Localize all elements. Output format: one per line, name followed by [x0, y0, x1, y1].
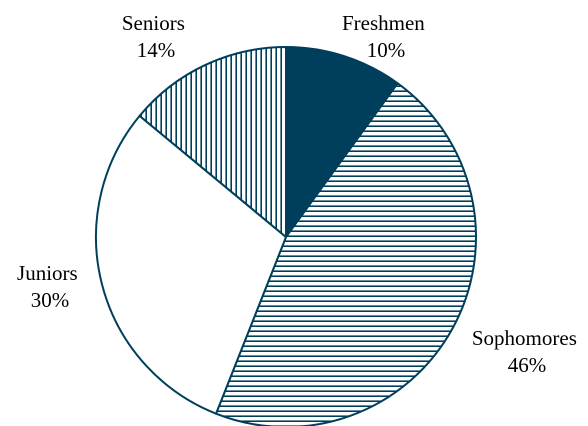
- slice-label-freshmen: Freshmen 10%: [342, 11, 430, 62]
- pie-slices: [95, 46, 477, 426]
- pie-slice-seniors: [138, 46, 287, 238]
- slice-label-sophomores: Sophomores 46%: [472, 326, 582, 377]
- slice-name-juniors: Juniors: [17, 261, 78, 285]
- slice-label-seniors: Seniors 14%: [122, 11, 190, 62]
- slice-percent-seniors: 14%: [137, 38, 176, 62]
- slice-label-juniors: Juniors 30%: [17, 261, 83, 312]
- slice-name-freshmen: Freshmen: [342, 11, 425, 35]
- pie-slice-juniors: [95, 114, 287, 415]
- pie-slice-sophomores: [215, 82, 477, 426]
- slice-percent-freshmen: 10%: [367, 38, 406, 62]
- slice-percent-sophomores: 46%: [508, 353, 547, 377]
- pie-slice-freshmen: [285, 46, 399, 238]
- slice-name-seniors: Seniors: [122, 11, 185, 35]
- slice-name-sophomores: Sophomores: [472, 326, 577, 350]
- pie-labels: Freshmen 10% Sophomores 46% Juniors 30% …: [17, 11, 582, 377]
- slice-percent-juniors: 30%: [31, 288, 70, 312]
